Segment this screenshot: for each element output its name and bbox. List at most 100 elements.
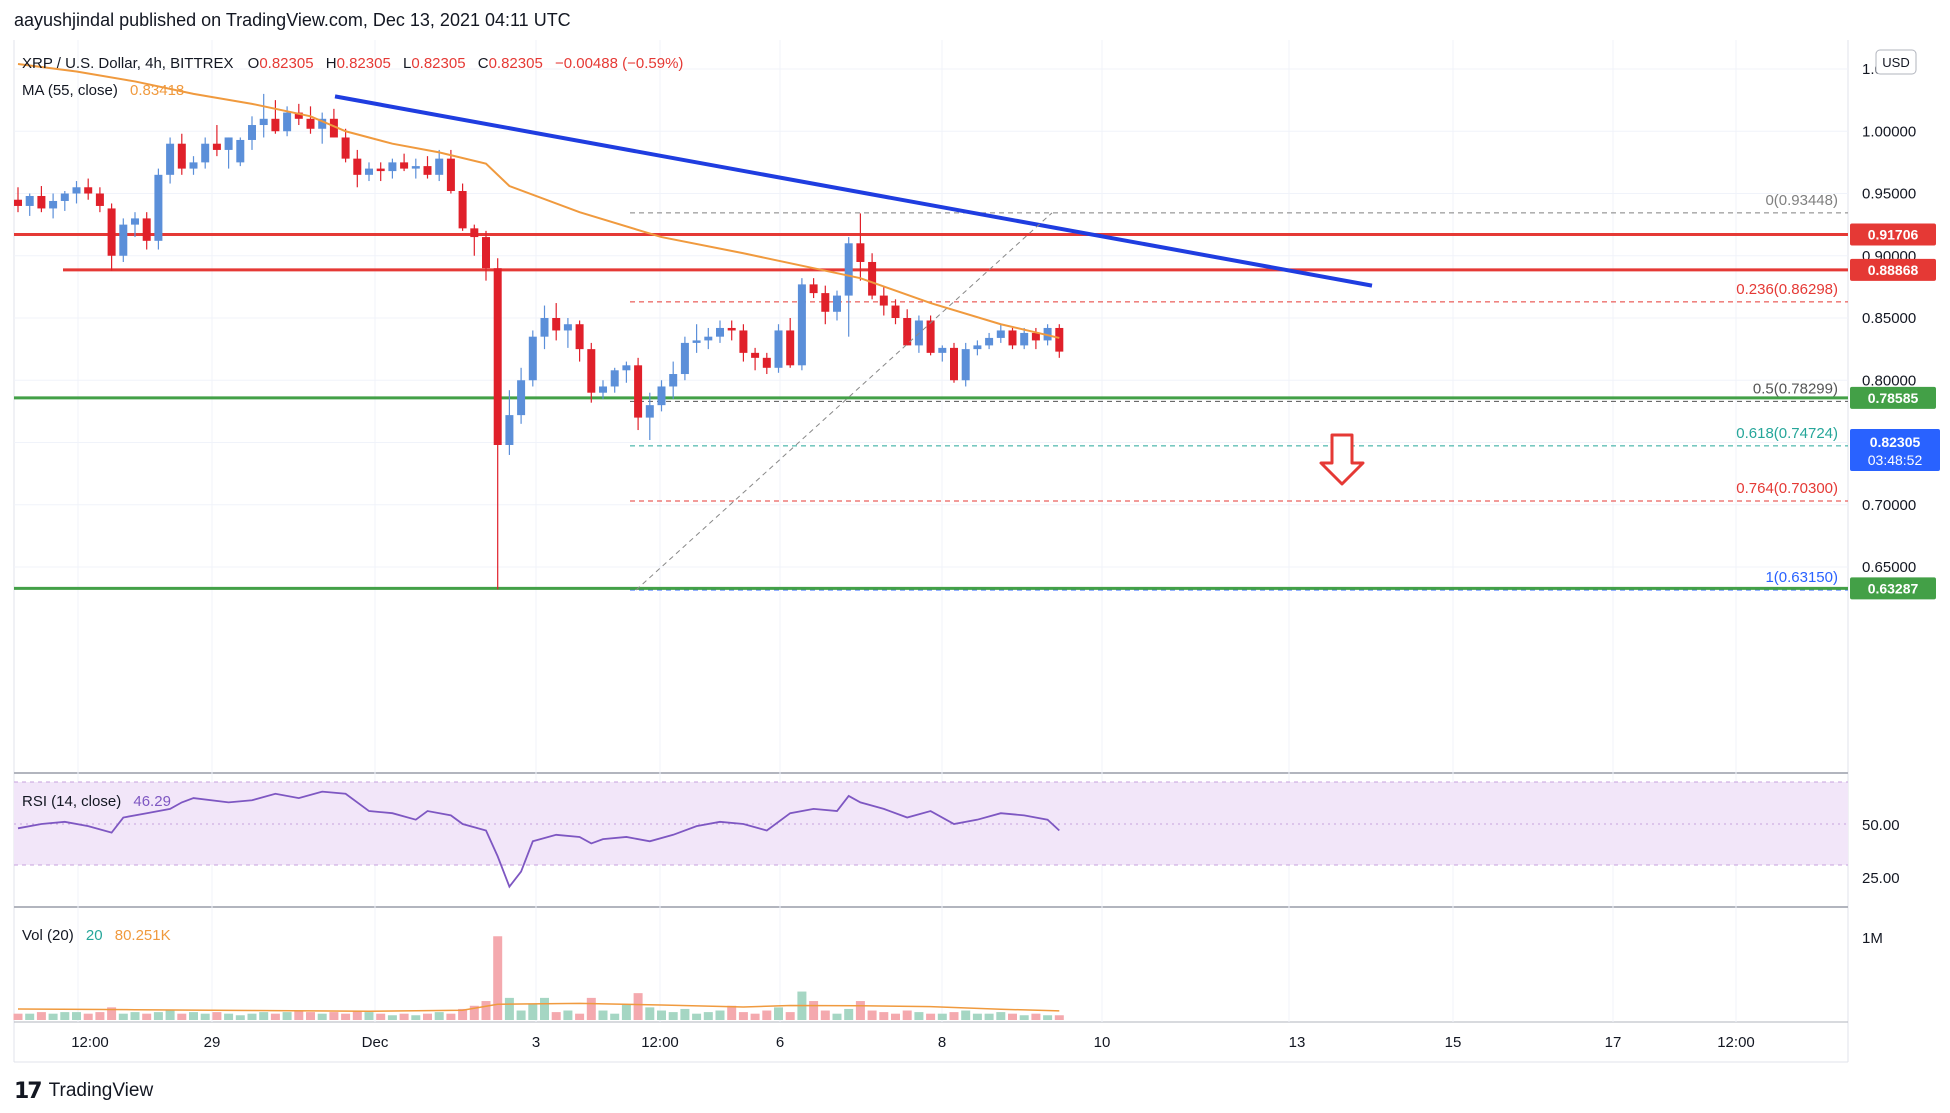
candle-body-3 (49, 200, 58, 209)
volume-bar-46 (551, 1012, 561, 1020)
volume-bar-37 (446, 1013, 456, 1020)
volume-bar-79 (937, 1013, 947, 1020)
volume-bar-50 (598, 1010, 608, 1020)
volume-bar-82 (972, 1013, 982, 1020)
candle-body-67 (797, 284, 806, 366)
candle-body-48 (575, 324, 584, 350)
candle-body-51 (610, 370, 619, 387)
candle-body-43 (517, 380, 526, 416)
candle-body-13 (166, 143, 175, 175)
candle-body-5 (72, 187, 81, 194)
candle-body-84 (996, 330, 1005, 338)
price-axis[interactable]: 1.050001.000000.950000.900000.850000.800… (1862, 61, 1916, 576)
volume-bar-49 (586, 997, 596, 1020)
candle-body-52 (622, 365, 631, 371)
volume-bar-13 (165, 1010, 175, 1020)
candle-body-60 (716, 327, 724, 337)
candle-body-32 (388, 162, 397, 172)
candle-body-6 (84, 187, 93, 194)
candle-body-74 (879, 295, 888, 306)
volume-bar-63 (750, 1013, 760, 1020)
candle-body-2 (37, 195, 46, 209)
time-tick-10: 17 (1605, 1034, 1622, 1051)
volume-bar-34 (411, 1015, 421, 1020)
volume-bar-76 (902, 1010, 912, 1020)
candle-body-83 (985, 337, 994, 346)
volume-bar-74 (879, 1012, 889, 1020)
volume-bar-19 (235, 1015, 245, 1020)
candle-body-28 (341, 137, 350, 159)
candle-body-62 (739, 330, 748, 353)
fib-retracement[interactable]: 0(0.93448) 0.236(0.86298) 0.5(0.78299) 0.61… (630, 192, 1848, 591)
volume-bar-72 (855, 1001, 865, 1020)
volume-bar-43 (516, 1010, 526, 1020)
main-legend: XRP / U.S. Dollar, 4h, BITTREX O0.82305 … (22, 55, 683, 99)
candle-body-80 (950, 347, 958, 381)
volume-bar-26 (317, 1013, 327, 1020)
volume-bar-69 (820, 1010, 830, 1020)
fib-diagonal[interactable] (635, 212, 1053, 591)
candle-body-49 (587, 349, 596, 393)
price-tick-8: 0.65000 (1862, 559, 1916, 576)
price-tick-5: 0.80000 (1862, 372, 1916, 389)
usd-button[interactable]: USD (1875, 49, 1917, 75)
rsi-tick-25: 25.00 (1862, 870, 1900, 887)
volume-bar-16 (200, 1013, 210, 1020)
price-tag-bg-1 (1850, 258, 1936, 281)
candle-body-89 (1055, 327, 1064, 352)
candle-body-25 (306, 118, 315, 129)
candle-body-31 (376, 168, 385, 172)
time-tick-1: 29 (204, 1034, 221, 1051)
candle-body-37 (446, 158, 455, 192)
volume-ma-line (17, 1002, 1060, 1013)
price-tag-2: 0.78585 (1868, 390, 1919, 406)
volume-bar-78 (926, 1013, 936, 1020)
time-tick-8: 13 (1289, 1034, 1306, 1051)
down-arrow-icon (1319, 433, 1365, 486)
volume-bar-4 (60, 1012, 70, 1020)
volume-bar-1 (25, 1013, 35, 1020)
price-tag-bg-3 (1850, 577, 1936, 600)
candle-body-73 (868, 261, 877, 296)
tradingview-brand: TradingView (48, 1080, 154, 1101)
time-tick-7: 10 (1094, 1034, 1111, 1051)
volume-bar-54 (645, 1007, 655, 1020)
volume-bar-89 (1054, 1015, 1064, 1020)
candle-body-87 (1031, 332, 1040, 341)
volume-bar-75 (891, 1013, 900, 1020)
candle-body-57 (680, 342, 689, 375)
candles (14, 93, 1064, 590)
candle-body-4 (60, 193, 69, 201)
volume-bar-18 (224, 1013, 234, 1020)
time-axis[interactable]: 12:00 29 Dec 3 12:00 6 8 10 13 15 17 12:00 (71, 1034, 1755, 1051)
time-tick-11: 12:00 (1717, 1034, 1755, 1051)
volume-bar-57 (680, 1008, 690, 1020)
volume-bar-70 (832, 1013, 842, 1020)
candle-body-47 (563, 324, 572, 331)
candle-body-0 (14, 199, 22, 206)
volume-bar-31 (376, 1013, 386, 1020)
candle-body-34 (411, 166, 420, 169)
candle-body-21 (259, 118, 268, 126)
candle-body-14 (177, 143, 186, 169)
symbol-label: XRP / U.S. Dollar, 4h, BITTREX (22, 55, 233, 72)
horizontal-levels[interactable] (14, 233, 1848, 590)
volume-tick-1m: 1M (1862, 930, 1883, 947)
svg-text:Vol (20) 20 80.251: Vol (20) 20 80.251K (22, 927, 171, 944)
descending-trendline[interactable] (334, 94, 1373, 288)
candle-body-76 (903, 318, 912, 346)
candle-body-20 (248, 125, 256, 140)
volume-bar-38 (458, 1008, 468, 1020)
volume-bar-56 (668, 1012, 678, 1020)
volume-bar-62 (738, 1012, 748, 1020)
volume-bar-44 (528, 1004, 538, 1020)
candle-body-7 (95, 193, 104, 206)
volume-bar-45 (540, 997, 549, 1020)
footer[interactable]: 𝟭𝟳 TradingView (14, 1078, 153, 1104)
candle-body-15 (189, 162, 198, 169)
volume-bar-12 (153, 1012, 163, 1020)
candle-body-22 (271, 118, 280, 132)
volume-bar-27 (329, 1012, 339, 1020)
rsi-band (14, 782, 1848, 865)
